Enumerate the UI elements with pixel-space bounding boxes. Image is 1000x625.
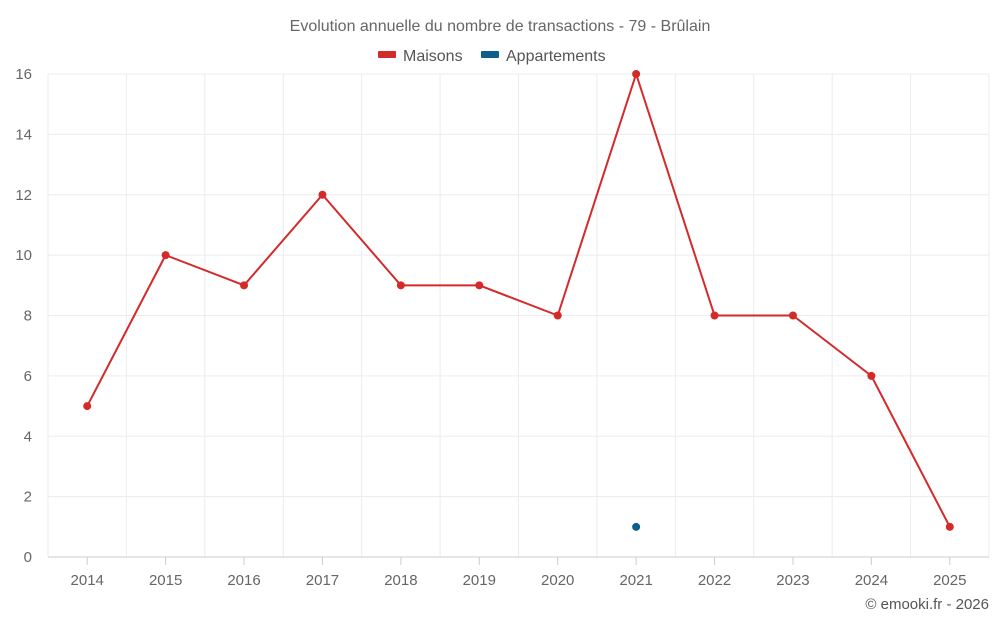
y-tick-label: 2 xyxy=(24,489,32,506)
x-tick-label-2018: 2018 xyxy=(384,572,417,589)
x-tick-label-2024: 2024 xyxy=(855,572,888,589)
legend-item-appartements[interactable]: Appartements xyxy=(481,48,606,65)
data-point-maisons-2024[interactable] xyxy=(867,371,876,380)
data-point-maisons-2016[interactable] xyxy=(240,281,249,290)
legend-swatch-appartements xyxy=(481,51,499,58)
grid xyxy=(47,73,990,557)
data-point-appartements-2021[interactable] xyxy=(632,522,641,531)
legend-swatch-maisons xyxy=(378,51,396,58)
y-tick-label: 14 xyxy=(15,126,32,143)
data-point-maisons-2022[interactable] xyxy=(710,311,719,320)
x-tick-label-2020: 2020 xyxy=(541,572,574,589)
data-point-maisons-2020[interactable] xyxy=(553,311,562,320)
x-tick-label-2025: 2025 xyxy=(933,572,966,589)
data-point-maisons-2015[interactable] xyxy=(161,251,170,260)
y-tick-label: 0 xyxy=(24,549,32,566)
credit: © emooki.fr - 2026 xyxy=(865,596,989,613)
y-tick-label: 4 xyxy=(24,428,32,445)
data-point-maisons-2017[interactable] xyxy=(318,190,327,199)
x-tick-label-2022: 2022 xyxy=(698,572,731,589)
y-tick-label: 12 xyxy=(15,187,32,204)
x-tick-label-2021: 2021 xyxy=(619,572,652,589)
x-tick-label-2016: 2016 xyxy=(227,572,260,589)
data-point-maisons-2019[interactable] xyxy=(475,281,484,290)
x-tick-label-2023: 2023 xyxy=(776,572,809,589)
series xyxy=(83,70,954,531)
x-tick-label-2019: 2019 xyxy=(463,572,496,589)
axes: 0 2 4 6 8 10 12 14 16 2014 2015 2016 2017 2018 2019 202… xyxy=(15,66,989,589)
x-tick-label-2017: 2017 xyxy=(306,572,339,589)
legend-label-appartements: Appartements xyxy=(506,48,606,65)
chart-title: Evolution annuelle du nombre de transact… xyxy=(290,18,711,35)
legend-label-maisons: Maisons xyxy=(403,48,463,65)
x-tick-label-2014: 2014 xyxy=(71,572,104,589)
y-tick-label: 10 xyxy=(15,247,32,264)
data-point-maisons-2018[interactable] xyxy=(396,281,405,290)
series-line-maisons xyxy=(86,73,951,528)
data-point-maisons-2023[interactable] xyxy=(788,311,797,320)
y-tick-label: 16 xyxy=(15,66,32,83)
data-point-maisons-2025[interactable] xyxy=(945,522,954,531)
data-point-maisons-2014[interactable] xyxy=(83,402,92,411)
y-tick-label: 6 xyxy=(24,368,32,385)
legend: Maisons Appartements xyxy=(378,48,606,65)
data-point-maisons-2021[interactable] xyxy=(632,70,641,78)
y-tick-label: 8 xyxy=(24,308,32,325)
x-tick-label-2015: 2015 xyxy=(149,572,182,589)
legend-item-maisons[interactable]: Maisons xyxy=(378,48,463,65)
